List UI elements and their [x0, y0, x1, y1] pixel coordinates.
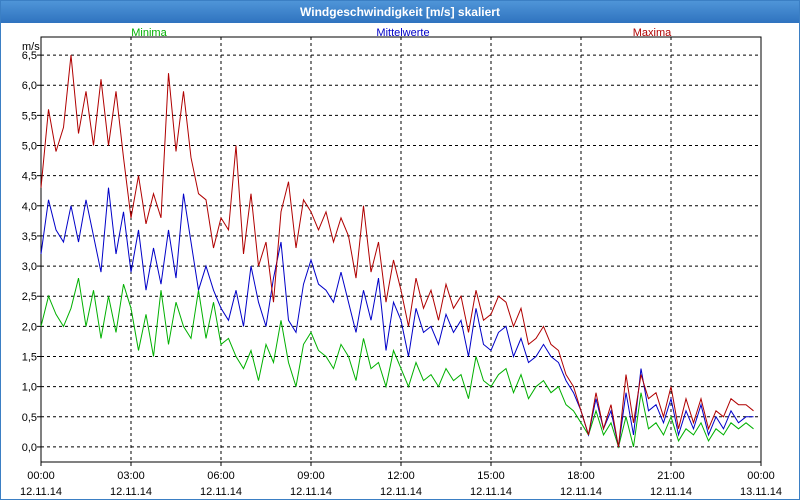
x-tick-label-date: 12.11.14: [470, 486, 512, 498]
x-tick-label-time: 21:00: [657, 470, 685, 482]
x-tick-label-date: 12.11.14: [650, 486, 692, 498]
y-tick-label: 3,0: [22, 261, 37, 273]
y-axis-label: m/s: [22, 41, 40, 53]
y-tick-label: 1,0: [22, 382, 37, 394]
y-tick-label: 6,0: [22, 80, 37, 92]
grid: [40, 37, 762, 462]
x-tick-label-time: 00:00: [747, 470, 775, 482]
y-tick-label: 4,5: [22, 171, 37, 183]
y-tick-label: 0,0: [22, 442, 37, 454]
y-tick-label: 5,0: [22, 141, 37, 153]
y-tick-label: 0,5: [22, 412, 37, 424]
legend-entry-mittelwerte: Mittelwerte: [376, 27, 429, 39]
x-tick-label-date: 12.11.14: [200, 486, 242, 498]
series-line-mittelwerte: [40, 187, 754, 448]
x-tick-label-time: 18:00: [567, 470, 595, 482]
x-tick-label-date: 12.11.14: [380, 486, 422, 498]
y-tick-label: 4,0: [22, 201, 37, 213]
x-tick-label-time: 00:00: [27, 470, 55, 482]
x-tick-label-time: 12:00: [387, 470, 415, 482]
x-tick-label-date: 12.11.14: [20, 486, 62, 498]
y-axis: m/s 0,0 0,5 1,0 1,5 2,0 2,5 3,0 3,5 4,0 4,5 5,0 5,5…: [22, 41, 41, 454]
legend-entry-maxima: Maxima: [633, 27, 672, 39]
legend-entry-minima: Minima: [131, 27, 167, 39]
x-tick-label-time: 09:00: [297, 470, 325, 482]
x-tick-label-date: 13.11.14: [740, 486, 782, 498]
y-tick-label: 2,5: [22, 291, 37, 303]
x-axis: 00:00 12.11.14 03:00 12.11.14 06:00 12.11.14 0…: [20, 462, 782, 498]
y-tick-label: 2,0: [22, 321, 37, 333]
series-line-minima: [40, 277, 754, 449]
legend: Minima Mittelwerte Maxima: [131, 27, 672, 39]
x-tick-label-date: 12.11.14: [290, 486, 332, 498]
series-group: [40, 55, 754, 449]
x-tick-label-date: 12.11.14: [110, 486, 152, 498]
x-tick-label-time: 06:00: [207, 470, 235, 482]
series-line-maxima: [40, 55, 754, 447]
window-title: Windgeschwindigkeit [m/s] skaliert: [1, 1, 799, 23]
y-tick-label: 1,5: [22, 352, 37, 364]
x-tick-label-time: 03:00: [117, 470, 145, 482]
x-tick-label-time: 15:00: [477, 470, 505, 482]
y-tick-label: 3,5: [22, 231, 37, 243]
y-tick-label: 6,5: [22, 50, 37, 62]
y-tick-label: 5,5: [22, 110, 37, 122]
x-tick-label-date: 12.11.14: [560, 486, 602, 498]
